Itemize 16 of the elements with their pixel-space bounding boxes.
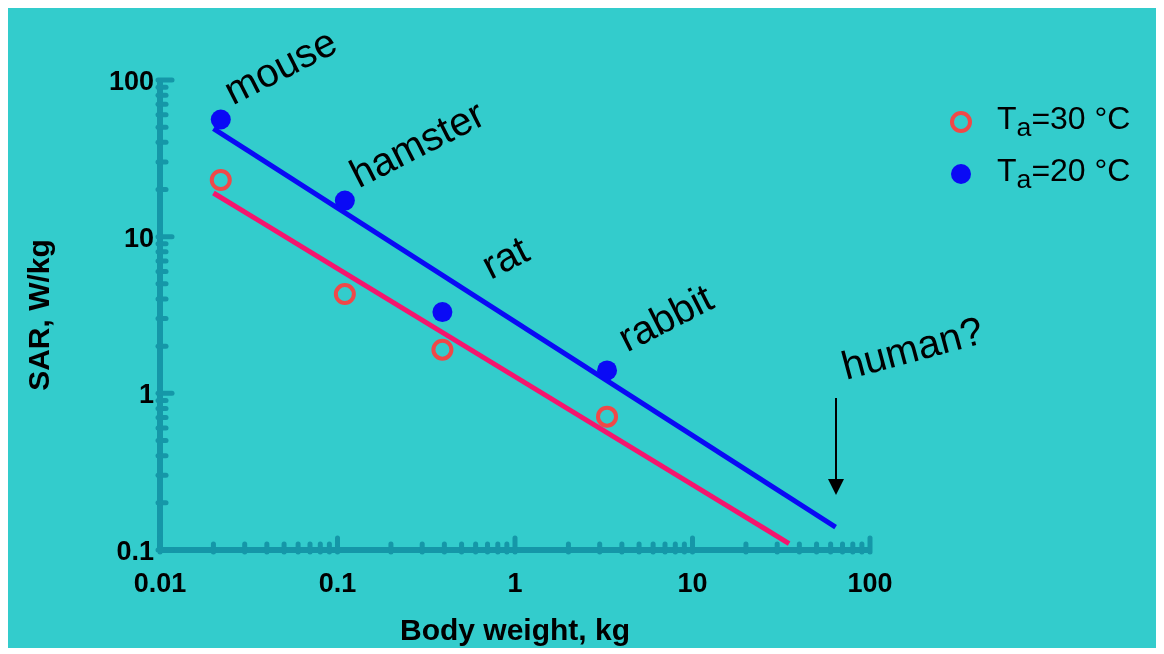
x-tick-label: 100: [847, 568, 893, 598]
y-tick-label: 0.1: [116, 536, 154, 566]
x-tick-label: 0.1: [318, 568, 357, 598]
x-tick-label: 10: [677, 568, 708, 598]
legend-label: T$_{a}$=30 °C: [997, 100, 1131, 144]
y-tick-label: 10: [123, 222, 154, 253]
annotation: human?: [836, 307, 988, 388]
x-tick-label: 1: [507, 568, 523, 598]
x-tick-label: 0.01: [133, 568, 187, 598]
y-axis-title: SAR, W/kg: [21, 239, 55, 391]
y-tick-label: 100: [108, 66, 154, 96]
y-tick-label: 1: [138, 379, 154, 410]
x-axis-title: Body weight, kg: [399, 613, 631, 646]
annotation: rabbit: [610, 274, 720, 360]
annotation: rat: [474, 226, 536, 288]
legend-label: T$_{a}$=20 °C: [997, 152, 1131, 196]
